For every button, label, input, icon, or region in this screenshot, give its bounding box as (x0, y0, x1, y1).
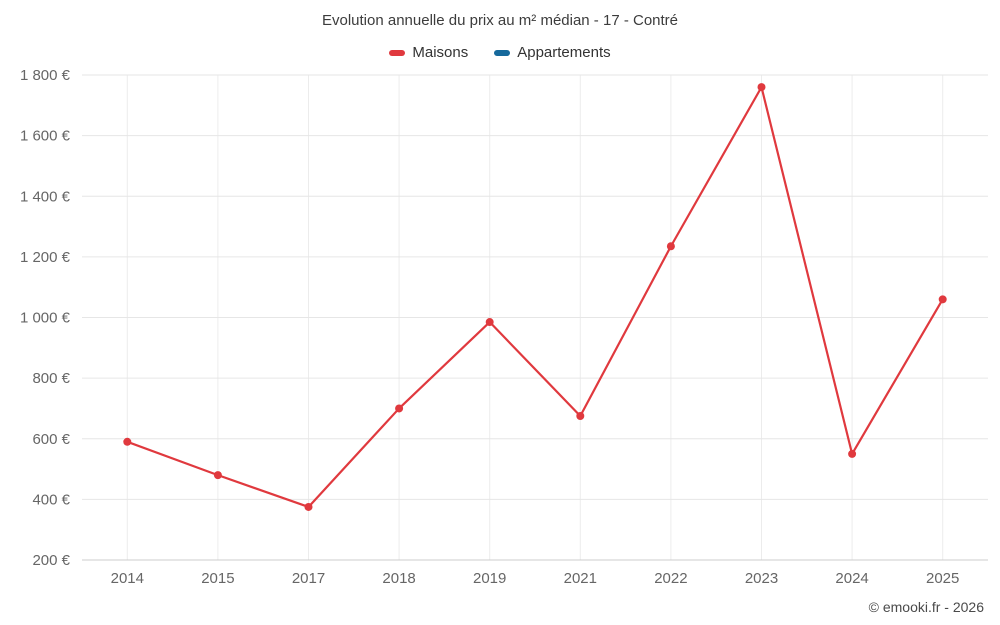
appartements-series-swatch (494, 49, 511, 56)
y-axis-tick-label: 400 € (32, 491, 70, 508)
chart-legend: Maisons Appartements (0, 44, 1000, 61)
x-axis-tick-label: 2014 (111, 570, 144, 587)
maisons-data-point[interactable] (304, 502, 313, 511)
x-axis-tick-label: 2023 (745, 570, 778, 587)
maisons-data-point[interactable] (485, 318, 494, 327)
x-axis-tick-label: 2019 (473, 570, 506, 587)
maisons-data-point[interactable] (757, 83, 766, 92)
maisons-data-point[interactable] (938, 295, 947, 304)
maisons-data-point[interactable] (576, 412, 585, 421)
legend-label-appartements: Appartements (517, 44, 611, 61)
maisons-data-point[interactable] (123, 437, 132, 446)
x-axis-tick-label: 2022 (654, 570, 687, 587)
maisons-data-point[interactable] (848, 449, 857, 458)
y-axis-tick-label: 1 400 € (20, 188, 71, 205)
x-axis-tick-label: 2015 (201, 570, 234, 587)
y-axis-tick-label: 200 € (32, 552, 70, 569)
y-axis-tick-label: 600 € (32, 431, 70, 448)
legend-item-appartements[interactable]: Appartements (494, 44, 611, 61)
legend-item-maisons[interactable]: Maisons (389, 44, 468, 61)
x-axis-tick-label: 2018 (382, 570, 415, 587)
chart-title: Evolution annuelle du prix au m² médian … (321, 12, 679, 29)
y-axis-tick-label: 1 600 € (20, 128, 71, 145)
maisons-data-point[interactable] (213, 471, 222, 480)
x-axis-tick-label: 2017 (292, 570, 325, 587)
maisons-data-point[interactable] (395, 404, 404, 413)
x-axis-tick-label: 2025 (926, 570, 959, 587)
x-axis-tick-label: 2024 (835, 570, 868, 587)
y-axis-tick-label: 1 800 € (20, 67, 71, 84)
y-axis-tick-label: 1 200 € (20, 249, 71, 266)
maisons-series-swatch (389, 49, 406, 56)
copyright: © emooki.fr - 2026 (868, 599, 984, 615)
maisons-data-point[interactable] (666, 242, 675, 251)
legend-label-maisons: Maisons (412, 44, 469, 61)
x-axis-tick-label: 2021 (564, 570, 597, 587)
y-axis-tick-label: 1 000 € (20, 310, 71, 327)
maisons-line (126, 86, 944, 509)
y-axis-tick-label: 800 € (32, 370, 70, 387)
